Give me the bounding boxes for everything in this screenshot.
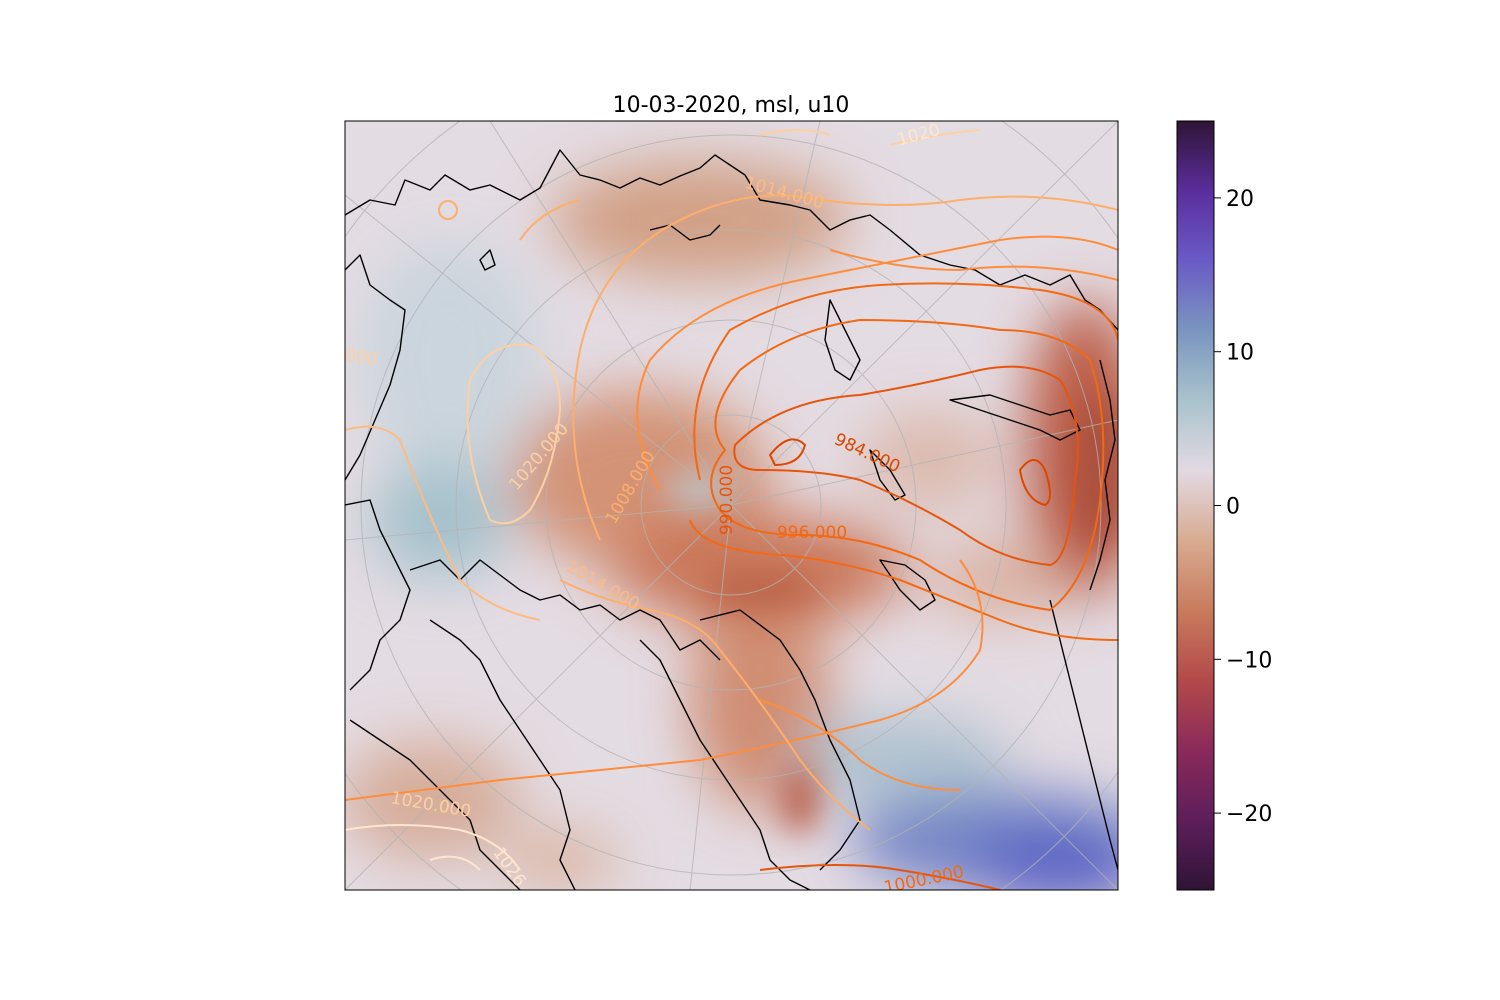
contour-1020	[466, 343, 562, 525]
colorbar-tick-label: 10	[1226, 341, 1254, 366]
wind-shading-strong	[665, 390, 1118, 835]
contour-1014-b	[559, 579, 871, 831]
contour-label: 996.000	[777, 523, 847, 543]
contour-1000	[689, 282, 1118, 641]
colorbar-tick-label: −20	[1226, 802, 1272, 827]
colorbar-tick-label: 20	[1226, 187, 1254, 212]
msl-contours	[345, 129, 1118, 890]
colorbar-tick-label: 0	[1226, 495, 1240, 520]
contour-1008	[345, 235, 1118, 801]
contour-1026	[429, 855, 481, 871]
chart-title: 10-03-2020, msl, u10	[613, 93, 850, 118]
contour-990	[733, 365, 1079, 567]
contour-1014-top	[519, 199, 581, 241]
contour-984-b	[1018, 459, 1051, 507]
colorbar: 20 10 0 −10 −20	[1176, 120, 1272, 891]
colorbar-ticks: 20 10 0 −10 −20	[1214, 187, 1272, 827]
contour-1008-b	[759, 864, 1001, 890]
contour-1014	[572, 194, 1118, 541]
colorbar-tick-label: −10	[1226, 648, 1272, 673]
contour-1014-mid	[759, 699, 961, 791]
contour-1020-b	[345, 425, 541, 621]
colorbar-fill	[1177, 121, 1214, 890]
contour-1020-c	[345, 824, 521, 871]
coastlines	[345, 149, 1118, 890]
map-panel: 1014.000 1020.000 1008.000 990.000 996.0…	[345, 121, 1118, 890]
contour-label: 990.000	[717, 465, 737, 535]
contour-1008-right	[829, 249, 1118, 281]
contour-996	[710, 318, 1105, 612]
map-frame	[344, 120, 1119, 891]
contour-1020-top	[759, 129, 981, 146]
contour-984	[768, 438, 807, 467]
